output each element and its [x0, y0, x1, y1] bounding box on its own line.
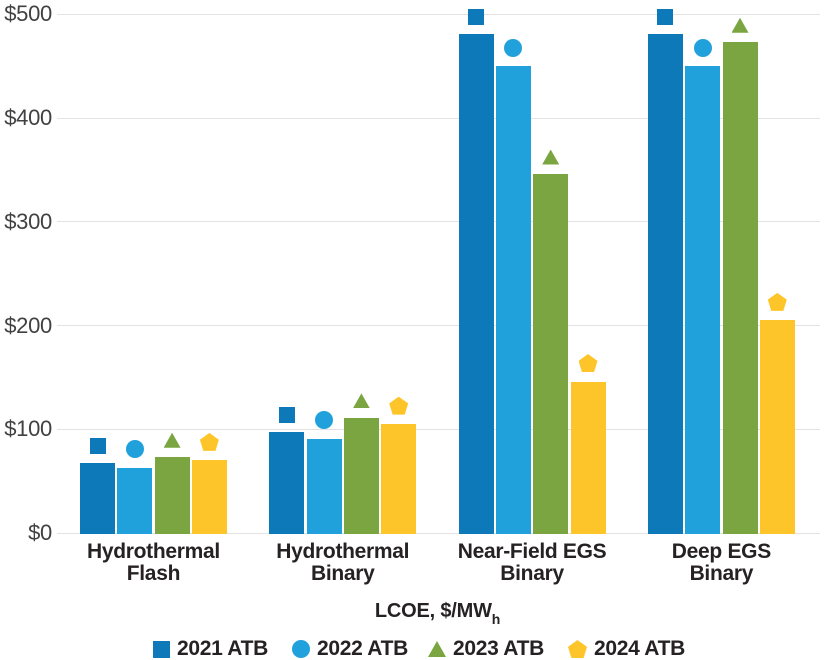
gridline-400: [57, 117, 820, 119]
legend-label-2021-atb: 2021 ATB: [177, 637, 268, 660]
triangle-marker-2023-atb-hydrothermal-flash: [163, 432, 181, 448]
y-tick-label-200: $200: [4, 312, 52, 338]
legend-label-2024-atb: 2024 ATB: [594, 637, 685, 660]
circle-marker-2022-atb-hydrothermal-binary: [315, 411, 334, 430]
bar-2024-atb-hydrothermal-flash: [191, 460, 227, 534]
pentagon-icon: [568, 640, 587, 658]
square-marker-2021-atb-deep-egs-binary: [657, 8, 674, 25]
x-axis-title: LCOE, $/MWh: [330, 600, 545, 626]
bar-2023-atb-hydrothermal-binary: [343, 417, 379, 534]
gridline-500: [57, 13, 820, 15]
legend-item-2023-atb: 2023 ATB: [428, 637, 544, 660]
category-label-line: Hydrothermal: [86, 540, 220, 563]
gridline-300: [57, 221, 820, 223]
circle-marker-2022-atb-near-field-egs-binary: [504, 38, 523, 57]
category-label-line: Binary: [689, 561, 754, 585]
triangle-marker-2023-atb-hydrothermal-binary: [352, 393, 370, 409]
gridline-100: [57, 428, 820, 430]
bar-2022-atb-hydrothermal-flash: [117, 467, 153, 534]
x-axis-title-subscript: h: [491, 611, 501, 627]
bar-2023-atb-deep-egs-binary: [722, 42, 758, 534]
category-label-line: Deep EGS: [671, 540, 771, 563]
bar-2021-atb-deep-egs-binary: [647, 34, 683, 534]
square-marker-2021-atb-hydrothermal-flash: [89, 437, 106, 454]
y-tick-label-500: $500: [4, 1, 52, 27]
pentagon-marker-2024-atb-deep-egs-binary: [767, 292, 787, 311]
triangle-icon: [428, 641, 446, 657]
gridline-0: [57, 532, 820, 534]
legend: 2021 ATB 2022 ATB 2023 ATB 2024 ATB: [0, 637, 825, 660]
bar-2024-atb-deep-egs-binary: [759, 320, 795, 534]
bar-2024-atb-near-field-egs-binary: [570, 381, 606, 534]
y-tick-label-100: $100: [4, 416, 52, 442]
bar-2022-atb-hydrothermal-binary: [306, 438, 342, 534]
bar-2023-atb-near-field-egs-binary: [533, 174, 569, 534]
y-tick-label-400: $400: [4, 105, 52, 131]
square-marker-2021-atb-near-field-egs-binary: [468, 8, 485, 25]
category-label-hydrothermal-flash: Hydrothermal Flash: [58, 541, 248, 584]
circle-marker-2022-atb-hydrothermal-flash: [125, 440, 144, 459]
bar-2021-atb-near-field-egs-binary: [458, 34, 494, 534]
bar-2024-atb-hydrothermal-binary: [381, 424, 417, 534]
gridline-200: [57, 325, 820, 327]
circle-marker-2022-atb-deep-egs-binary: [693, 38, 712, 57]
pentagon-marker-2024-atb-hydrothermal-binary: [389, 396, 409, 415]
bar-2023-atb-hydrothermal-flash: [154, 457, 190, 534]
category-label-line: Hydrothermal: [276, 540, 410, 563]
bar-2022-atb-deep-egs-binary: [685, 66, 721, 534]
legend-item-2022-atb: 2022 ATB: [292, 637, 408, 660]
x-axis-title-text: LCOE, $/MW: [374, 600, 492, 622]
category-label-near-field-egs-binary: Near-Field EGS Binary: [437, 541, 627, 584]
y-tick-label-300: $300: [4, 208, 52, 234]
square-icon: [153, 640, 170, 658]
bar-2021-atb-hydrothermal-flash: [80, 463, 115, 534]
bar-2022-atb-near-field-egs-binary: [495, 66, 531, 534]
triangle-marker-2023-atb-deep-egs-binary: [731, 17, 749, 33]
pentagon-marker-2024-atb-near-field-egs-binary: [578, 354, 598, 373]
legend-label-2023-atb: 2023 ATB: [453, 637, 544, 660]
category-label-line: Flash: [126, 561, 181, 585]
category-label-deep-egs-binary: Deep EGS Binary: [626, 541, 816, 584]
square-marker-2021-atb-hydrothermal-binary: [278, 406, 295, 423]
category-label-hydrothermal-binary: Hydrothermal Binary: [248, 541, 438, 584]
category-label-line: Binary: [310, 561, 375, 585]
pentagon-marker-2024-atb-hydrothermal-flash: [199, 432, 219, 451]
legend-item-2024-atb: 2024 ATB: [568, 637, 685, 660]
legend-item-2021-atb: 2021 ATB: [153, 637, 268, 660]
triangle-marker-2023-atb-near-field-egs-binary: [542, 149, 560, 165]
bar-2021-atb-hydrothermal-binary: [269, 432, 305, 534]
legend-label-2022-atb: 2022 ATB: [317, 637, 408, 660]
circle-icon: [292, 640, 310, 658]
category-label-line: Near-Field EGS: [457, 540, 607, 563]
y-tick-label-0: $0: [28, 520, 52, 545]
category-label-line: Binary: [500, 561, 564, 585]
